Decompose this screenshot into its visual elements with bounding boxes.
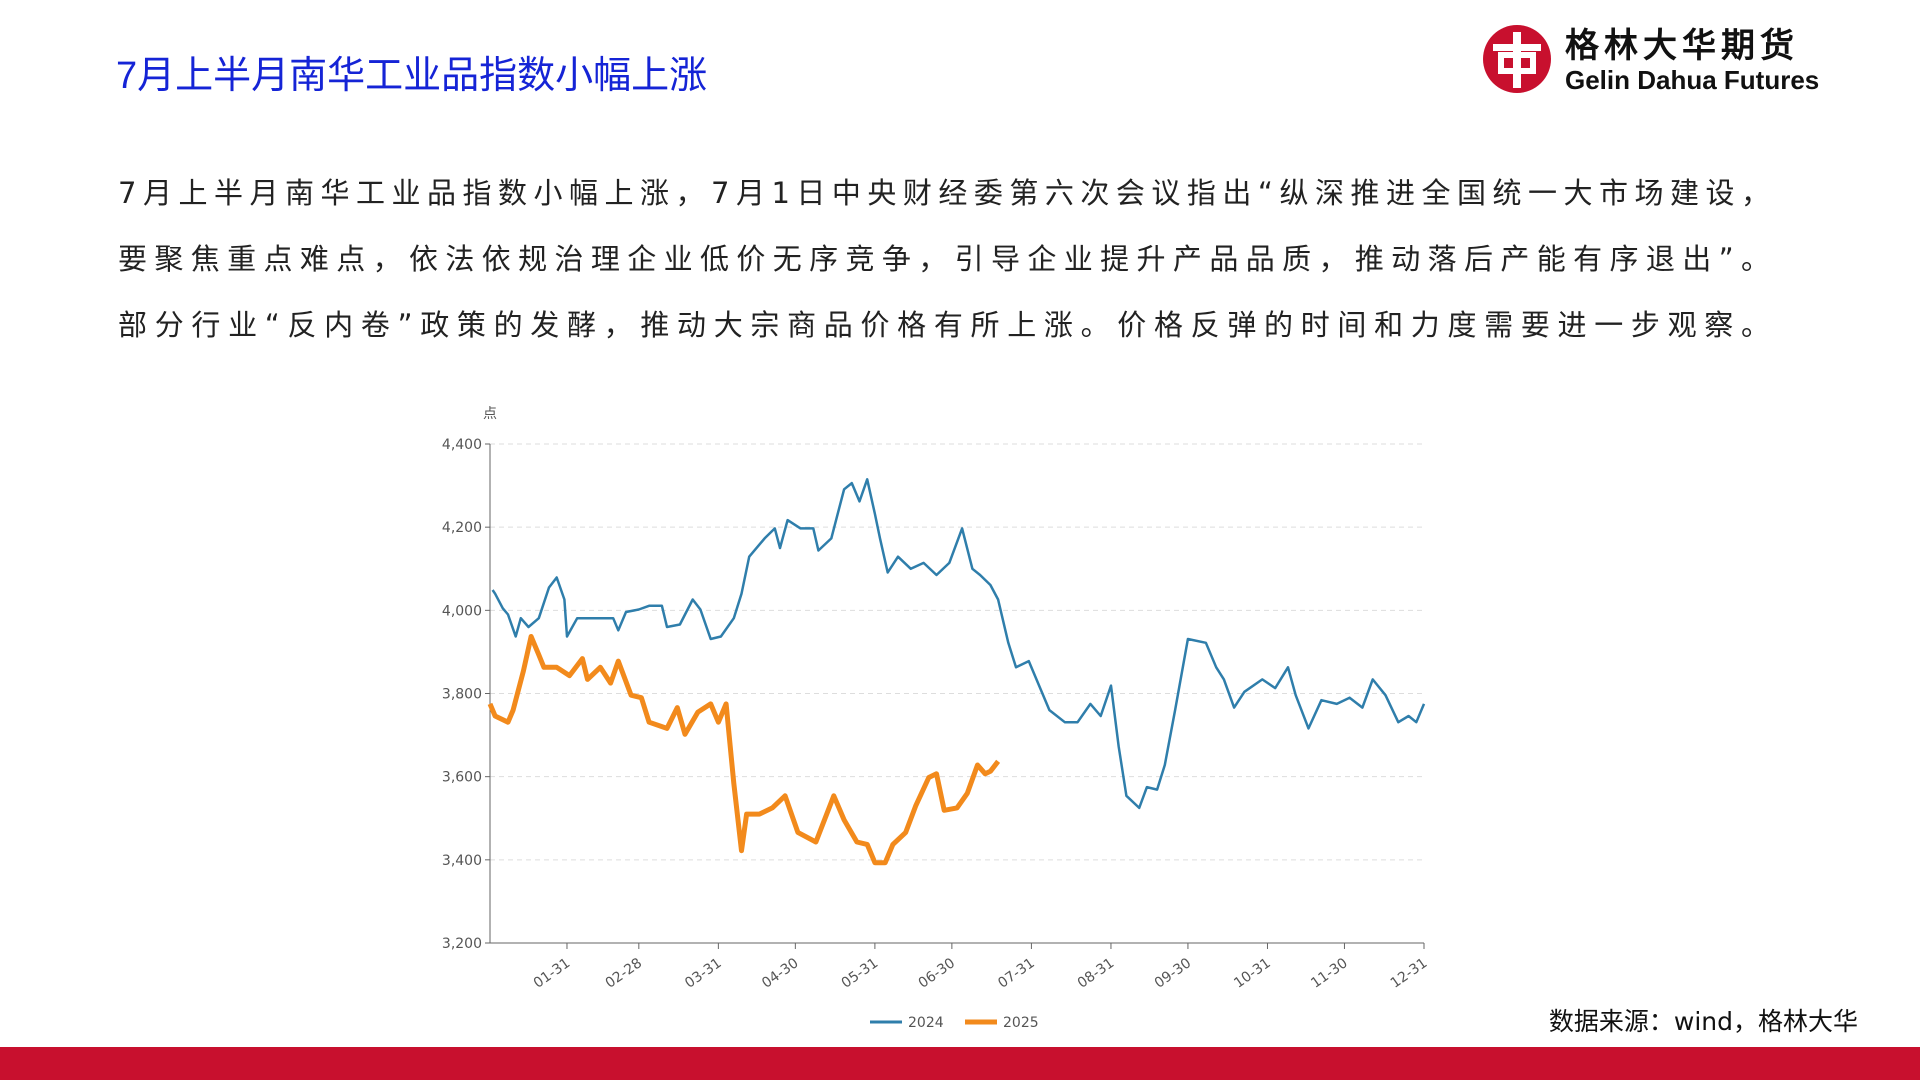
series-line xyxy=(487,634,1001,866)
source-note: 数据来源：wind，格林大华 xyxy=(1548,1007,1858,1036)
slide-title: 7月上半月南华工业品指数小幅上涨 xyxy=(116,55,708,97)
y-axis-label: 点 xyxy=(483,406,497,422)
y-tick-label: 3,200 xyxy=(442,936,482,952)
y-tick-label: 3,400 xyxy=(442,853,482,869)
x-tick-label: 03-31 xyxy=(682,955,725,991)
x-tick-label: 01-31 xyxy=(531,955,574,991)
x-tick-label: 10-31 xyxy=(1231,955,1274,991)
logo: 格林大华期货 Gelin Dahua Futures xyxy=(1483,25,1819,95)
paragraph-line: 7月上半月南华工业品指数小幅上涨，7月1日中央财经委第六次会议指出“纵深推进全国… xyxy=(118,176,1770,210)
logo-mark xyxy=(1513,32,1521,88)
x-tick-label: 11-30 xyxy=(1308,955,1351,991)
y-tick-label: 4,000 xyxy=(442,603,482,619)
y-tick-label: 4,200 xyxy=(442,520,482,536)
y-tick-label: 3,600 xyxy=(442,770,482,786)
paragraph-line: 要聚焦重点难点，依法依规治理企业低价无序竞争，引导企业提升产品品质，推动落后产能… xyxy=(118,242,1770,276)
chart: 点 3,200 3,400 3,600 3,800 4,000 4,200 4,400 01-… xyxy=(442,406,1431,1031)
paragraph: 7月上半月南华工业品指数小幅上涨，7月1日中央财经委第六次会议指出“纵深推进全国… xyxy=(118,160,1770,358)
series-line xyxy=(491,478,1426,810)
x-tick-label: 07-31 xyxy=(995,955,1038,991)
logo-cn: 格林大华期货 xyxy=(1565,26,1799,66)
x-tick-label: 12-31 xyxy=(1388,955,1431,991)
footer-bar xyxy=(0,1047,1920,1080)
x-tick-label: 06-30 xyxy=(916,955,959,991)
x-tick-label: 09-30 xyxy=(1152,955,1195,991)
y-tick-label: 4,400 xyxy=(442,437,482,453)
paragraph-line: 部分行业“反内卷”政策的发酵，推动大宗商品价格有所上涨。价格反弹的时间和力度需要… xyxy=(118,308,1770,342)
x-tick-label: 08-31 xyxy=(1075,955,1118,991)
legend-label: 2025 xyxy=(1003,1015,1039,1031)
legend-label: 2024 xyxy=(908,1015,944,1031)
x-tick-label: 04-30 xyxy=(759,955,802,991)
y-tick-label: 3,800 xyxy=(442,687,482,703)
logo-en: Gelin Dahua Futures xyxy=(1565,65,1819,95)
x-tick-label: 05-31 xyxy=(839,955,882,991)
x-tick-label: 02-28 xyxy=(603,955,646,991)
